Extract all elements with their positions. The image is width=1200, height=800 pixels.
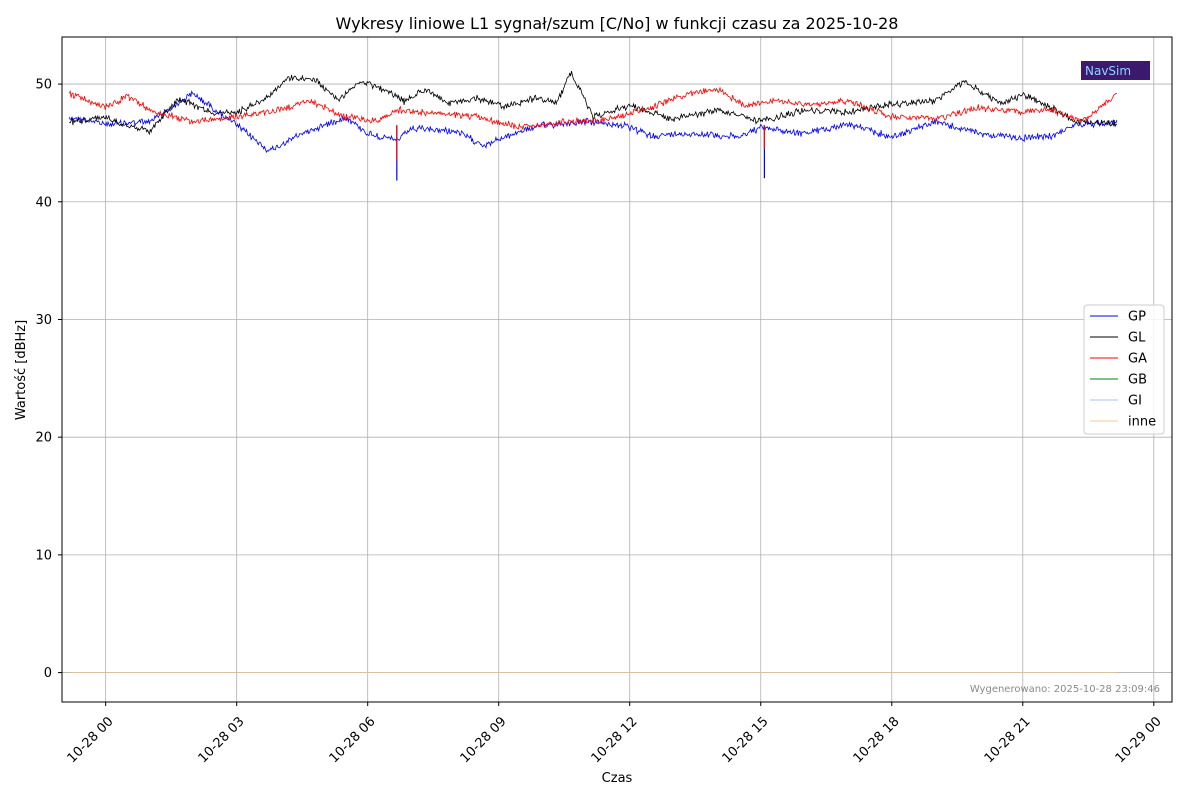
y-tick-label: 10: [35, 548, 52, 563]
y-tick-label: 0: [44, 666, 52, 681]
y-tick-label: 40: [35, 195, 52, 210]
chart-title: Wykresy liniowe L1 sygnał/szum [C/No] w …: [336, 14, 899, 33]
y-tick-label: 20: [35, 431, 52, 446]
series-line-gp: [68, 90, 1118, 154]
legend-label-gp: GP: [1128, 310, 1146, 325]
x-tick-label: 10-28 06: [327, 714, 379, 766]
grid: [62, 37, 1172, 702]
x-tick-label: 10-28 12: [589, 714, 641, 766]
legend-label-ga: GA: [1128, 352, 1147, 367]
x-tick-label: 10-28 00: [65, 714, 117, 766]
y-axis: 0 10 20 30 40 50: [35, 78, 62, 681]
legend-label-inne: inne: [1128, 415, 1156, 430]
x-tick-label: 10-28 21: [982, 714, 1034, 766]
plot-frame: [61, 36, 1173, 703]
logo-box: [1081, 61, 1150, 80]
y-axis-label: Wartość [dBHz]: [14, 320, 29, 420]
logo: NavSim: [1081, 61, 1150, 80]
legend-label-gl: GL: [1128, 331, 1146, 346]
series-line-ga: [68, 86, 1118, 130]
footer-text: Wygenerowano: 2025-10-28 23:09:46: [970, 684, 1160, 695]
series-line-gl: [69, 71, 1118, 136]
y-tick-label: 50: [35, 78, 52, 93]
legend: GP GL GA GB GI inne: [1083, 304, 1165, 435]
y-tick-label: 30: [35, 313, 52, 328]
legend-label-gi: GI: [1128, 394, 1142, 409]
x-tick-label: 10-28 03: [196, 714, 248, 766]
x-tick-label: 10-29 00: [1113, 714, 1165, 766]
series-layer: [68, 71, 1118, 673]
x-axis: 10-28 00 10-28 03 10-28 06 10-28 09 10-28 12…: [65, 702, 1165, 766]
x-tick-label: 10-28 15: [720, 714, 772, 766]
legend-label-gb: GB: [1128, 373, 1147, 388]
x-tick-label: 10-28 09: [458, 714, 510, 766]
logo-text: NavSim: [1085, 64, 1131, 78]
x-axis-label: Czas: [602, 771, 633, 786]
x-tick-label: 10-28 18: [851, 714, 903, 766]
